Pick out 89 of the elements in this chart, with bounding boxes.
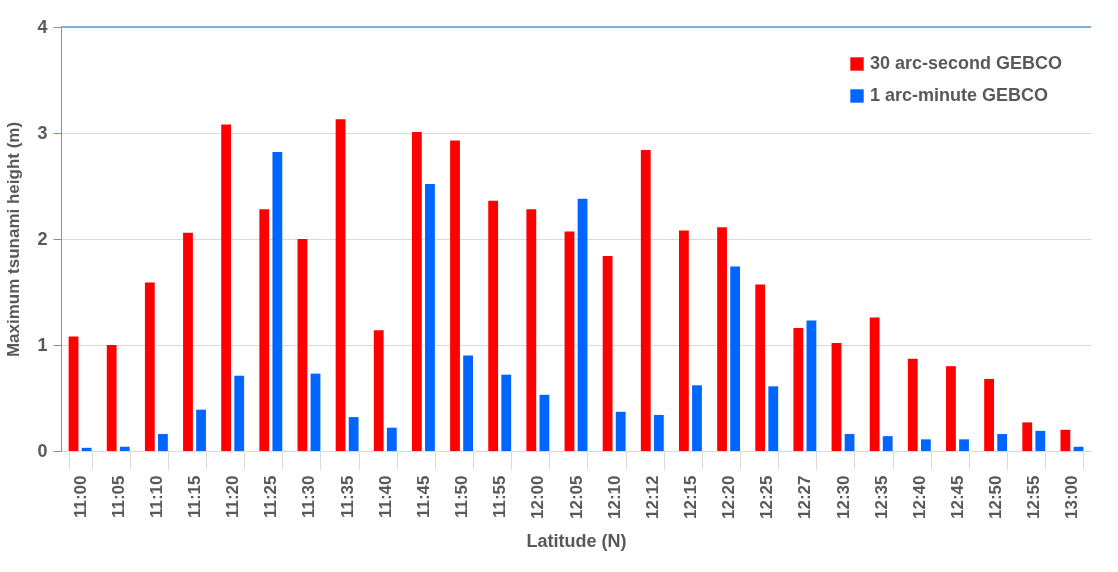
bar — [831, 342, 842, 451]
bar — [335, 119, 346, 451]
x-tick-label: 12:40 — [909, 475, 929, 519]
x-tick-label: 12:12 — [642, 475, 662, 519]
bar — [920, 439, 931, 451]
y-tick-label: 4 — [37, 16, 48, 37]
x-tick-label: 11:55 — [490, 475, 510, 519]
y-tick-label: 2 — [37, 228, 48, 249]
x-tick-label: 11:50 — [452, 475, 472, 519]
x-tick-label: 12:45 — [947, 475, 967, 519]
bar — [196, 409, 206, 451]
bar — [234, 375, 245, 451]
x-tick-label: 13:00 — [1062, 475, 1082, 519]
x-tick-label: 11:35 — [337, 475, 357, 519]
bar — [144, 282, 155, 451]
bar — [997, 434, 1008, 451]
bar — [730, 266, 741, 451]
x-tick-label: 12:20 — [719, 475, 739, 519]
bar — [488, 200, 499, 451]
x-tick-label: 12:10 — [604, 475, 624, 519]
x-tick-label: 12:15 — [680, 475, 700, 519]
bar — [717, 227, 727, 451]
x-tick-label: 11:10 — [146, 475, 166, 519]
bar — [946, 366, 956, 451]
bar — [373, 330, 384, 451]
bar — [1035, 430, 1046, 451]
x-tick-label: 12:50 — [986, 475, 1006, 519]
bar — [450, 140, 460, 451]
x-tick-label: 12:27 — [795, 475, 815, 519]
bar — [348, 417, 359, 451]
bar — [386, 427, 397, 451]
y-tick-label: 1 — [37, 334, 48, 355]
y-tick-label: 3 — [37, 122, 48, 143]
bar — [615, 411, 626, 451]
bar — [411, 131, 422, 451]
bar — [81, 447, 92, 451]
x-tick-label: 12:05 — [566, 475, 586, 519]
bar — [768, 386, 779, 451]
x-tick-label: 11:40 — [375, 475, 395, 519]
bar — [106, 345, 117, 451]
x-axis-title: Latitude (N) — [526, 530, 627, 551]
bar — [1022, 422, 1033, 451]
bar — [806, 320, 817, 451]
bar — [310, 373, 321, 451]
bar — [119, 446, 130, 451]
x-tick-label: 12:00 — [528, 475, 548, 519]
bar — [68, 336, 79, 451]
legend-label: 30 arc-second GEBCO — [870, 53, 1063, 73]
bar — [959, 439, 969, 451]
x-tick-label: 12:25 — [757, 475, 777, 519]
bar — [1060, 429, 1071, 451]
bar — [653, 414, 664, 451]
bar — [259, 209, 270, 451]
y-tick-label: 0 — [37, 440, 48, 461]
x-tick-label: 11:30 — [299, 475, 319, 519]
x-tick-label: 11:05 — [108, 475, 128, 519]
bar — [882, 436, 893, 451]
x-tick-label: 11:45 — [413, 475, 433, 519]
x-tick-label: 11:15 — [185, 475, 205, 519]
x-tick-label: 12:55 — [1024, 475, 1044, 519]
bar — [602, 255, 613, 451]
bar — [564, 231, 575, 451]
legend-label: 1 arc-minute GEBCO — [870, 85, 1049, 105]
bar — [158, 434, 168, 451]
bar — [577, 198, 588, 451]
bar — [844, 434, 855, 451]
bar — [297, 239, 308, 451]
bar — [869, 317, 880, 451]
bar — [793, 328, 804, 451]
x-tick-label: 12:30 — [833, 475, 853, 519]
bar — [526, 209, 537, 451]
x-tick-label: 11:00 — [70, 475, 90, 519]
x-tick-label: 11:25 — [261, 475, 281, 519]
bar — [183, 232, 193, 451]
bar — [907, 358, 918, 451]
bar — [272, 152, 283, 451]
bar — [425, 183, 435, 451]
bar — [692, 385, 702, 451]
bar — [501, 374, 512, 451]
x-tick-label: 11:20 — [223, 475, 243, 519]
bar — [221, 124, 232, 451]
bar — [463, 355, 473, 451]
bar — [640, 149, 651, 451]
bar — [679, 230, 689, 451]
bar — [539, 394, 550, 451]
bar — [984, 378, 994, 451]
x-tick-label: 12:35 — [871, 475, 891, 519]
bar — [755, 284, 766, 451]
y-axis-title: Maximum tsunami height (m) — [4, 121, 24, 358]
